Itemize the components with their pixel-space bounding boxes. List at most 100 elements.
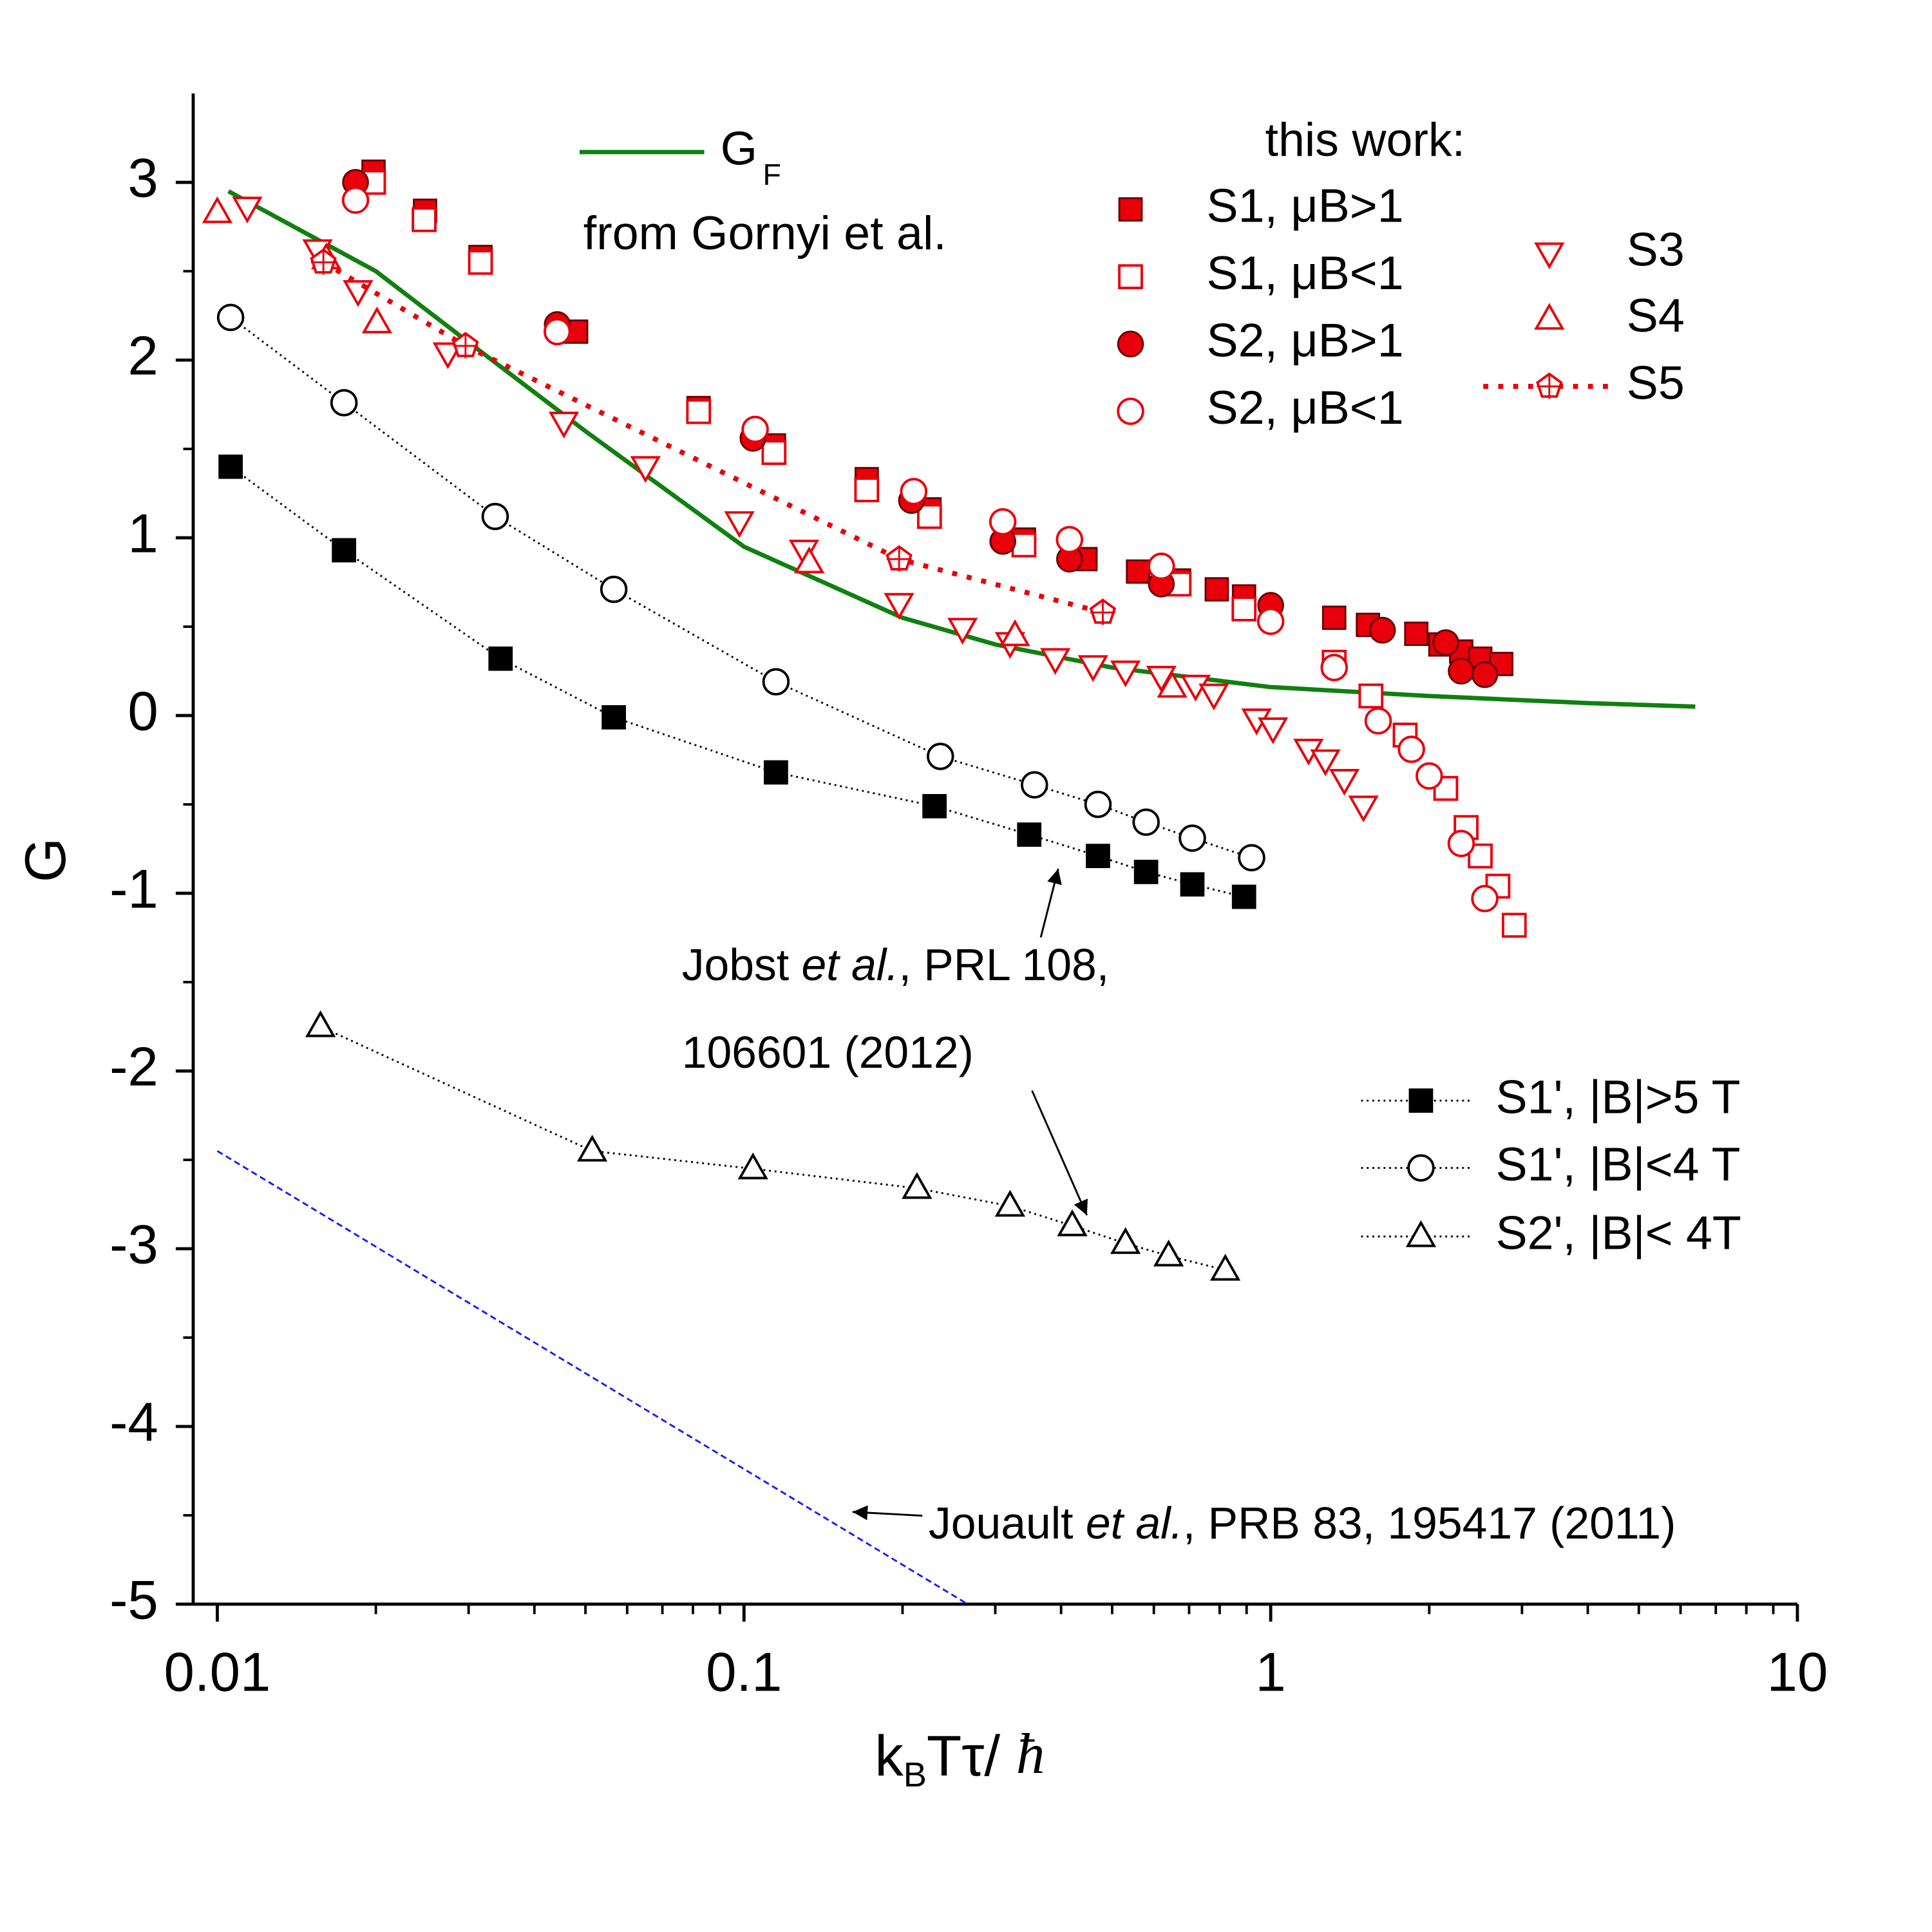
marker (1180, 872, 1205, 897)
legend-label: S5 (1627, 355, 1685, 409)
marker (764, 760, 788, 785)
marker (1368, 616, 1396, 644)
marker (1148, 552, 1175, 580)
legend-item: S1, μB<1 (1118, 246, 1404, 299)
marker (926, 743, 954, 770)
marker (741, 415, 769, 444)
marker (216, 303, 245, 332)
marker (600, 575, 628, 603)
x-tick-label: 0.1 (706, 1642, 782, 1703)
marker (916, 504, 942, 529)
marker (1238, 844, 1265, 872)
marker (1133, 860, 1159, 884)
marker (1416, 762, 1443, 790)
marker (1407, 1154, 1435, 1182)
annotation: 106601 (2012) (682, 1027, 974, 1077)
y-tick-label: -2 (109, 1037, 158, 1098)
legend-label: S2', |B|< 4T (1496, 1206, 1741, 1259)
marker (1329, 768, 1360, 796)
legend-label: S1', |B|>5 T (1496, 1070, 1741, 1123)
marker (1534, 242, 1565, 270)
marker (1126, 559, 1151, 584)
marker (1117, 330, 1144, 357)
marker (1020, 771, 1048, 799)
legend-label: S1, μB<1 (1207, 246, 1404, 299)
arrow (1039, 868, 1062, 938)
legend-note: from Gornyi et al. (583, 206, 947, 260)
legend-label: S4 (1627, 289, 1685, 342)
y-tick-label: 2 (128, 326, 158, 387)
legend-item: S2, μB<1 (1117, 381, 1404, 434)
marker (1110, 1227, 1141, 1255)
marker (1405, 1220, 1437, 1247)
marker (305, 1010, 336, 1037)
marker (1117, 397, 1144, 425)
y-tick-label: -1 (109, 859, 158, 920)
marker (884, 592, 914, 620)
marker (1204, 577, 1229, 602)
marker (1321, 605, 1347, 630)
annotation: Jobst et al., PRL 108, (682, 940, 1109, 990)
marker (576, 1135, 608, 1162)
marker (232, 196, 263, 223)
legend-label-sub: F (763, 158, 781, 191)
marker (1258, 717, 1289, 744)
marker (202, 196, 233, 223)
x-tick-label: 1 (1255, 1642, 1285, 1703)
marker (1132, 808, 1160, 836)
marker (412, 207, 437, 232)
legend-item: S1', |B|>5 T (1361, 1070, 1741, 1123)
marker (1231, 596, 1257, 621)
marker (1447, 829, 1475, 858)
marker (481, 502, 509, 531)
legend-item: S1, μB>1 (1118, 179, 1404, 232)
marker (1404, 621, 1429, 647)
marker (1118, 264, 1143, 290)
marker (1408, 1088, 1434, 1113)
annotation: Jouault et al., PRB 83, 195417 (2011) (929, 1498, 1676, 1548)
marker (1471, 661, 1499, 688)
marker (218, 454, 243, 479)
marker (1118, 197, 1143, 222)
marker (1084, 790, 1112, 819)
marker (1364, 707, 1392, 735)
marker (1320, 654, 1349, 681)
marker (1057, 1209, 1088, 1236)
series-line (227, 189, 1696, 709)
arrow (852, 1505, 923, 1520)
series-line (230, 316, 1252, 859)
marker (343, 280, 374, 307)
legend-note: this work: (1265, 113, 1466, 166)
marker (854, 477, 880, 502)
marker (1209, 1253, 1241, 1281)
x-tick-label: 0.01 (164, 1642, 271, 1703)
legend-item: S1', |B|<4 T (1361, 1137, 1741, 1191)
y-tick-label: -5 (109, 1569, 158, 1631)
y-tick-label: 0 (128, 681, 158, 743)
marker (994, 1189, 1026, 1217)
legend-item: S2, μB>1 (1117, 314, 1404, 367)
y-tick-label: -3 (109, 1215, 158, 1276)
marker (989, 507, 1017, 536)
legend-item: S4 (1534, 289, 1685, 342)
marker (1179, 824, 1206, 852)
marker (1077, 655, 1108, 683)
marker (1432, 629, 1459, 656)
marker (1358, 683, 1384, 709)
legend-label: S2, μB<1 (1207, 381, 1404, 434)
marker (947, 618, 978, 645)
marker (630, 456, 661, 483)
marker (1153, 1239, 1184, 1267)
marker (1397, 735, 1425, 763)
y-tick-label: 3 (128, 148, 158, 209)
marker (900, 478, 928, 506)
marker (1086, 844, 1110, 868)
marker (330, 389, 358, 417)
marker (1017, 822, 1042, 847)
marker (1110, 660, 1141, 688)
marker (1310, 749, 1341, 777)
marker (1011, 532, 1037, 558)
marker (1040, 648, 1071, 675)
marker (902, 1171, 933, 1199)
